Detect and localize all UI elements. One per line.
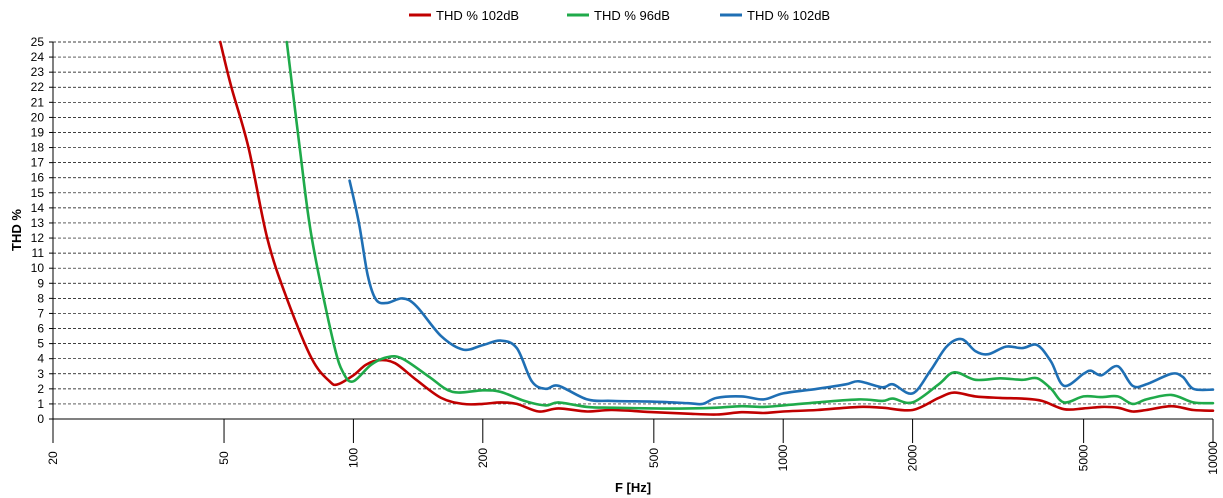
grid-lines — [53, 41, 1213, 405]
y-tick-label: 23 — [31, 65, 45, 79]
series-line-1 — [219, 40, 1215, 416]
legend-label-3: THD % 102dB — [747, 8, 830, 23]
y-tick-label: 8 — [37, 291, 44, 305]
axes — [49, 41, 1214, 443]
y-tick-label: 16 — [31, 171, 45, 185]
y-tick-label: 2 — [37, 382, 44, 396]
y-tick-label: 10 — [31, 261, 45, 275]
legend: THD % 102dB THD % 96dB THD % 102dB — [409, 8, 830, 23]
legend-label-1: THD % 102dB — [436, 8, 519, 23]
y-tick-labels: 0123456789101112131415161718192021222324… — [31, 35, 45, 426]
y-tick-label: 7 — [37, 306, 44, 320]
y-tick-label: 25 — [31, 35, 45, 49]
y-tick-label: 3 — [37, 367, 44, 381]
y-tick-label: 11 — [32, 246, 45, 260]
y-tick-label: 18 — [31, 141, 45, 155]
series-line-2 — [285, 40, 1215, 410]
x-axis-title: F [Hz] — [615, 480, 651, 495]
y-tick-label: 6 — [37, 322, 44, 336]
x-tick-label: 1000 — [776, 444, 790, 471]
y-axis-title: THD % — [9, 209, 24, 251]
x-tick-label: 500 — [647, 448, 661, 468]
x-tick-label: 100 — [346, 448, 360, 468]
y-tick-label: 13 — [31, 216, 45, 230]
legend-label-2: THD % 96dB — [594, 8, 670, 23]
y-tick-label: 15 — [31, 186, 45, 200]
y-tick-label: 21 — [31, 95, 45, 109]
y-tick-label: 22 — [31, 80, 45, 94]
y-tick-label: 19 — [31, 125, 45, 139]
x-tick-label: 50 — [217, 451, 231, 465]
y-tick-label: 24 — [31, 50, 45, 64]
y-tick-label: 9 — [37, 276, 44, 290]
y-tick-label: 20 — [31, 110, 45, 124]
y-tick-label: 12 — [31, 231, 45, 245]
x-tick-label: 200 — [476, 448, 490, 468]
series-line-3 — [348, 179, 1215, 406]
y-tick-label: 0 — [37, 412, 44, 426]
x-tick-label: 20 — [46, 451, 60, 465]
x-tick-label: 5000 — [1077, 444, 1091, 471]
x-tick-labels: 20 50 100 200 500 1000 2000 5000 10000 — [46, 441, 1220, 475]
y-tick-label: 1 — [37, 397, 44, 411]
series-lines — [219, 40, 1215, 416]
y-tick-label: 17 — [31, 156, 45, 170]
y-tick-label: 5 — [37, 337, 44, 351]
x-tick-label: 10000 — [1206, 441, 1220, 475]
y-tick-label: 14 — [31, 201, 45, 215]
x-tick-label: 2000 — [906, 444, 920, 471]
y-tick-label: 4 — [37, 352, 44, 366]
